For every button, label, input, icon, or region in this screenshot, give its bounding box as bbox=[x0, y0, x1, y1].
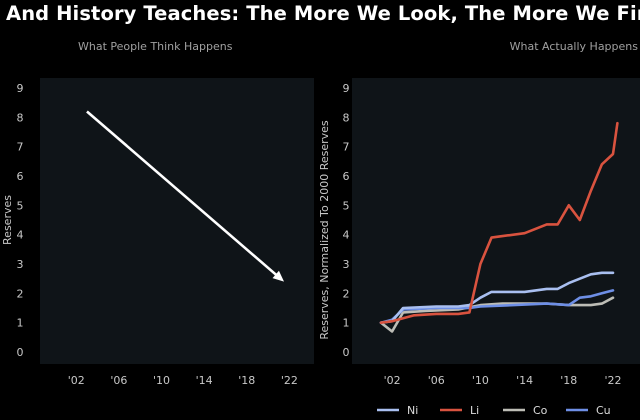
legend-label-co: Co bbox=[533, 404, 548, 417]
right-ytick-label: 9 bbox=[343, 82, 350, 95]
right-ytick-label: 4 bbox=[343, 229, 350, 242]
right-xtick-label: '02 bbox=[384, 374, 401, 387]
left-ytick-label: 8 bbox=[17, 111, 24, 124]
right-xtick-label: '18 bbox=[560, 374, 577, 387]
left-ytick-label: 7 bbox=[17, 141, 24, 154]
series-line-co bbox=[379, 296, 615, 333]
right-ytick-label: 7 bbox=[343, 141, 350, 154]
left-ytick-label: 0 bbox=[17, 346, 24, 359]
right-chart: 0 1 2 3 4 5 6 7 8 9 '02 '06 '10 '14 '18 '22 Reserves, No… bbox=[318, 82, 621, 387]
right-ytick-label: 1 bbox=[343, 317, 350, 330]
right-ylabel: Reserves, Normalized To 2000 Reserves bbox=[318, 120, 331, 340]
right-ytick-label: 8 bbox=[343, 111, 350, 124]
left-ytick-label: 4 bbox=[17, 229, 24, 242]
legend-label-li: Li bbox=[470, 404, 479, 417]
left-panel-background bbox=[40, 78, 314, 364]
left-ytick-label: 9 bbox=[17, 82, 24, 95]
legend-label-cu: Cu bbox=[596, 404, 611, 417]
legend: Ni Li Co Cu bbox=[377, 404, 611, 417]
trend-arrow-head bbox=[272, 270, 285, 282]
left-chart: 0 1 2 3 4 5 6 7 8 9 '02 '06 '10 '14 '18 '22 Reserves bbox=[1, 82, 298, 387]
left-ytick-label: 5 bbox=[17, 199, 24, 212]
left-xtick-label: '18 bbox=[238, 374, 255, 387]
right-xtick-label: '06 bbox=[428, 374, 445, 387]
left-ylabel: Reserves bbox=[1, 195, 14, 245]
right-xtick-label: '10 bbox=[472, 374, 489, 387]
legend-label-ni: Ni bbox=[407, 404, 418, 417]
series-line-ni bbox=[379, 271, 615, 325]
right-ytick-label: 2 bbox=[343, 287, 350, 300]
left-xtick-label: '06 bbox=[110, 374, 127, 387]
right-ytick-label: 0 bbox=[343, 346, 350, 359]
left-ytick-label: 2 bbox=[17, 287, 24, 300]
slide-title: And History Teaches: The More We Look, T… bbox=[6, 2, 640, 25]
right-ytick-label: 5 bbox=[343, 199, 350, 212]
left-panel-subtitle: What People Think Happens bbox=[78, 40, 233, 53]
right-xtick-label: '14 bbox=[516, 374, 533, 387]
right-xtick-label: '22 bbox=[604, 374, 621, 387]
trend-arrow-line bbox=[86, 110, 281, 279]
series-line-li bbox=[379, 121, 619, 325]
left-xtick-label: '10 bbox=[153, 374, 170, 387]
left-xtick-label: '22 bbox=[281, 374, 298, 387]
left-xtick-label: '14 bbox=[196, 374, 213, 387]
right-panel-subtitle: What Actually Happens bbox=[509, 40, 638, 53]
right-ytick-label: 6 bbox=[343, 170, 350, 183]
left-ytick-label: 3 bbox=[17, 258, 24, 271]
right-ytick-label: 3 bbox=[343, 258, 350, 271]
left-ytick-label: 1 bbox=[17, 317, 24, 330]
left-xtick-label: '02 bbox=[68, 374, 85, 387]
left-ytick-label: 6 bbox=[17, 170, 24, 183]
